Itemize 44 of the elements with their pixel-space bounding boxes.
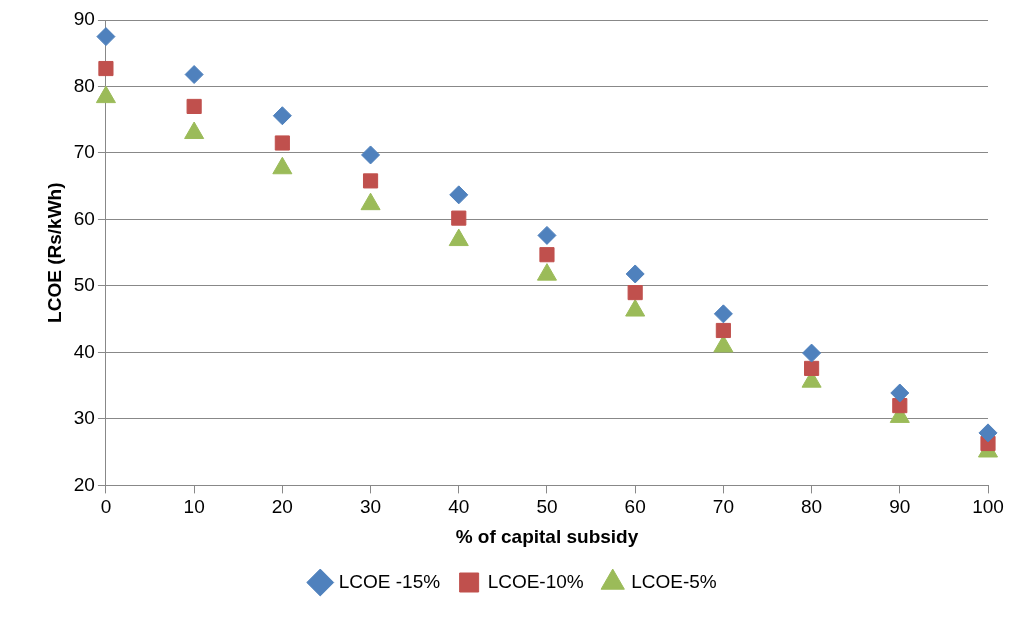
x-tick-label: 90 xyxy=(889,496,911,518)
y-tick-label: 90 xyxy=(73,8,95,30)
point xyxy=(978,423,998,443)
point xyxy=(361,145,381,165)
point xyxy=(451,210,467,226)
x-tick-label: 30 xyxy=(359,496,382,518)
x-tick-label: 10 xyxy=(183,496,205,518)
point xyxy=(802,343,822,363)
x-tick-label: 80 xyxy=(801,496,823,518)
point xyxy=(539,247,555,263)
point xyxy=(713,304,733,324)
y-tick-label: 50 xyxy=(73,274,95,296)
point xyxy=(98,60,114,77)
x-tick-label: 20 xyxy=(271,496,293,518)
point xyxy=(186,98,202,114)
point xyxy=(537,225,557,245)
x-tick-label: 40 xyxy=(448,496,470,518)
y-tick-label: 30 xyxy=(73,407,95,429)
point xyxy=(96,27,116,47)
x-tick-label: 60 xyxy=(624,496,646,518)
y-tick-label: 70 xyxy=(73,141,95,163)
point xyxy=(890,383,910,403)
point xyxy=(625,264,645,284)
x-tick-label: 50 xyxy=(536,496,558,518)
y-axis-title: LCOE (Rs/kWh) xyxy=(43,182,65,323)
point xyxy=(715,322,731,339)
point xyxy=(274,135,290,151)
x-tick-label: 0 xyxy=(100,496,112,518)
x-axis-title: % of capital subsidy xyxy=(455,525,639,547)
y-tick-label: 40 xyxy=(73,340,95,362)
point xyxy=(449,185,469,205)
legend-label: LCOE-5% xyxy=(631,570,717,592)
x-tick-label: 100 xyxy=(972,496,1004,518)
y-tick-label: 20 xyxy=(73,473,95,495)
point xyxy=(362,173,379,189)
point xyxy=(804,360,820,376)
point xyxy=(184,65,204,85)
point xyxy=(627,285,643,301)
y-tick-label: 60 xyxy=(73,207,95,229)
legend-label: LCOE -15% xyxy=(338,570,441,592)
legend-label: LCOE-10% xyxy=(487,570,584,592)
x-tick-label: 70 xyxy=(712,496,734,518)
y-tick-label: 80 xyxy=(73,74,95,96)
point xyxy=(272,106,292,126)
